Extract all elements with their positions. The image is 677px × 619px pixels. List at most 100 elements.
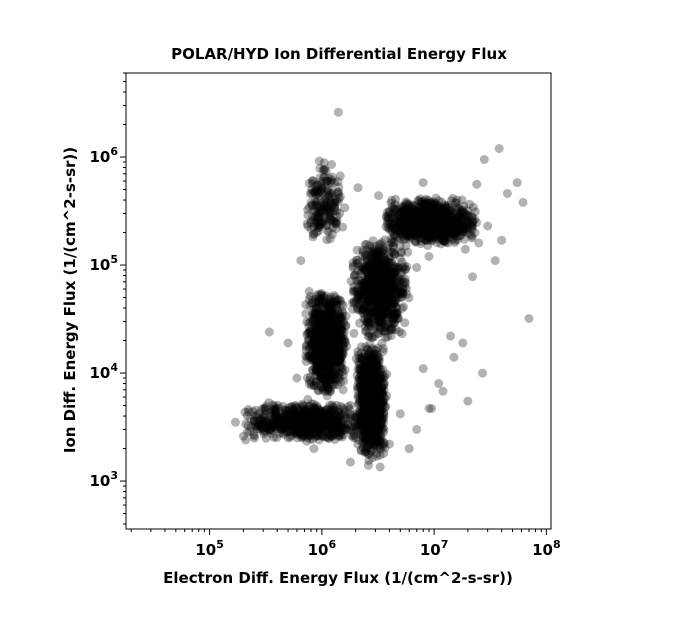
data-point [320, 320, 330, 330]
data-point [518, 197, 528, 207]
data-point [306, 341, 316, 351]
data-point [310, 363, 320, 373]
data-point [323, 321, 333, 331]
data-point [328, 345, 337, 354]
data-point [305, 419, 315, 429]
data-point [328, 314, 338, 324]
data-point [446, 229, 456, 239]
data-point [328, 428, 338, 438]
data-point [308, 338, 318, 348]
data-point [325, 354, 335, 364]
data-point [316, 327, 326, 337]
data-point [333, 380, 343, 390]
data-point [335, 351, 345, 361]
data-point [310, 335, 320, 345]
data-point [312, 332, 321, 342]
data-point [314, 333, 324, 343]
data-point [315, 366, 325, 376]
data-point [363, 427, 372, 437]
data-point [321, 342, 331, 351]
data-point [317, 336, 327, 346]
data-point [318, 353, 328, 363]
data-point [321, 352, 331, 362]
data-point [334, 327, 344, 337]
data-point [314, 293, 324, 303]
data-point [303, 394, 313, 404]
data-point [316, 371, 326, 381]
data-point [324, 324, 334, 334]
data-point [330, 315, 340, 325]
data-point [314, 359, 324, 368]
data-point [344, 425, 354, 435]
data-point [325, 336, 335, 346]
data-point [339, 316, 348, 326]
data-point [308, 316, 318, 326]
data-point [325, 346, 334, 355]
data-point [320, 318, 330, 328]
data-point [326, 386, 335, 396]
data-point [319, 335, 329, 345]
data-point [311, 310, 321, 320]
data-point [316, 406, 325, 416]
data-point [311, 350, 321, 360]
data-point [321, 313, 331, 323]
data-point [306, 326, 316, 336]
data-point [311, 328, 321, 338]
data-point [330, 206, 340, 215]
data-point [334, 337, 344, 347]
data-point [325, 303, 335, 313]
data-point [318, 410, 328, 420]
data-point [325, 335, 335, 345]
data-point [314, 298, 324, 307]
data-point [308, 331, 318, 341]
data-point [323, 384, 333, 394]
data-point [316, 410, 326, 420]
data-point [335, 355, 345, 365]
data-point [327, 367, 337, 377]
data-point [302, 414, 311, 424]
data-point [319, 319, 329, 329]
data-point [335, 342, 345, 352]
data-point [326, 340, 336, 350]
data-point [334, 374, 344, 384]
data-point [337, 313, 347, 323]
data-point [313, 333, 323, 343]
data-point [318, 320, 328, 329]
data-point [298, 409, 308, 419]
data-point [323, 341, 333, 351]
data-point [311, 323, 321, 333]
data-point [320, 342, 330, 352]
data-point [494, 144, 504, 153]
data-point [334, 325, 344, 335]
data-point [323, 302, 332, 311]
data-point [524, 314, 534, 323]
data-point [269, 417, 279, 427]
data-point [246, 414, 255, 424]
data-point [318, 311, 328, 320]
data-point [299, 415, 309, 425]
data-point [310, 308, 320, 318]
data-point [412, 263, 422, 272]
data-point [329, 340, 338, 350]
data-point [418, 364, 428, 374]
data-point [324, 338, 334, 348]
data-point [335, 329, 345, 339]
data-point [325, 327, 335, 337]
data-point [317, 372, 327, 382]
data-point [272, 414, 282, 424]
data-point [454, 212, 464, 222]
data-point [339, 335, 349, 345]
data-point [326, 343, 336, 353]
data-point [323, 386, 333, 396]
data-point [316, 306, 326, 316]
data-point [318, 338, 328, 348]
data-point [479, 155, 489, 164]
data-point [327, 320, 337, 330]
data-point [318, 347, 328, 357]
data-point [325, 333, 335, 343]
data-point [474, 238, 484, 248]
data-point [331, 321, 341, 330]
data-point [329, 335, 339, 345]
y-tick-label: 104 [89, 361, 118, 382]
data-point [336, 332, 346, 341]
